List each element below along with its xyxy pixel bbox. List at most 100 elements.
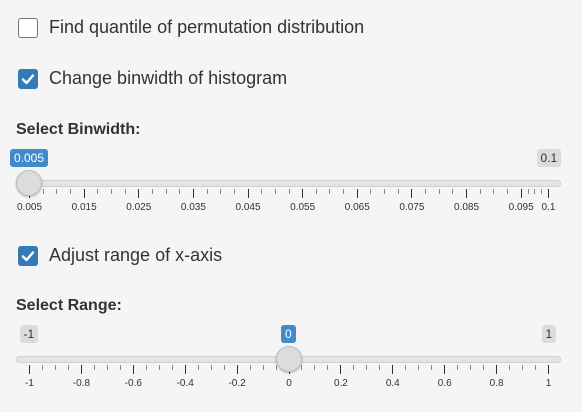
- binwidth-minor-tick: [397, 189, 399, 194]
- binwidth-minor-tick: [438, 189, 440, 194]
- binwidth-minor-tick: [165, 189, 167, 194]
- binwidth-tick-label: 0.025: [126, 202, 152, 213]
- range-minor-tick: [405, 365, 407, 370]
- range-slider-handle[interactable]: [275, 346, 302, 372]
- binwidth-checkbox[interactable]: [18, 68, 38, 89]
- binwidth-minor-tick: [124, 189, 126, 194]
- binwidth-minor-tick: [479, 189, 481, 194]
- range-minor-tick: [366, 365, 368, 370]
- range-minor-tick: [314, 365, 316, 370]
- binwidth-minor-tick: [425, 189, 427, 194]
- range-minor-tick: [197, 365, 199, 370]
- range-minor-tick: [93, 365, 95, 370]
- binwidth-minor-tick: [56, 189, 58, 194]
- binwidth-tick-label: 0.065: [344, 202, 370, 213]
- range-minor-tick: [158, 365, 160, 370]
- range-tick: [444, 365, 446, 374]
- binwidth-tick-label: 0.055: [290, 202, 316, 213]
- binwidth-tick-label: 0.1: [541, 202, 556, 213]
- range-minor-tick: [431, 365, 433, 370]
- range-minor-tick: [470, 365, 472, 370]
- range-minor-tick: [119, 365, 121, 370]
- quantile-checkbox-row[interactable]: Find quantile of permutation distributio…: [18, 17, 364, 38]
- binwidth-minor-tick: [370, 189, 372, 194]
- range-minor-tick: [171, 365, 173, 370]
- range-minor-tick: [509, 365, 511, 370]
- range-minor-tick: [483, 365, 485, 370]
- binwidth-minor-tick: [69, 189, 71, 194]
- binwidth-slider-track[interactable]: [16, 180, 561, 187]
- binwidth-minor-tick: [151, 189, 153, 194]
- binwidth-minor-tick: [541, 189, 543, 194]
- binwidth-minor-tick: [507, 189, 509, 194]
- range-tick-label: 0.6: [437, 378, 452, 389]
- binwidth-max-label: 0.1: [536, 149, 562, 167]
- binwidth-tick-label: 0.095: [508, 202, 534, 213]
- quantile-checkbox[interactable]: [18, 17, 38, 38]
- range-minor-tick: [145, 365, 147, 370]
- range-tick: [29, 365, 30, 374]
- binwidth-checkbox-row[interactable]: Change binwidth of histogram: [18, 68, 287, 89]
- range-minor-tick: [106, 365, 108, 370]
- range-minor-tick: [249, 365, 251, 370]
- binwidth-tick: [192, 189, 194, 198]
- range-tick-label: 0.8: [489, 378, 504, 389]
- binwidth-slider-handle[interactable]: [16, 170, 42, 196]
- range-minor-tick: [262, 365, 264, 370]
- range-tick: [184, 365, 186, 374]
- range-minor-tick: [210, 365, 212, 370]
- binwidth-tick: [411, 189, 413, 198]
- binwidth-slider-label: Select Binwidth:: [16, 121, 141, 138]
- binwidth-tick: [466, 189, 468, 198]
- range-minor-tick: [67, 365, 69, 370]
- binwidth-minor-tick: [97, 189, 99, 194]
- binwidth-minor-tick: [233, 189, 235, 194]
- binwidth-minor-tick: [206, 189, 208, 194]
- range-minor-tick: [418, 365, 420, 370]
- binwidth-minor-tick: [110, 189, 112, 194]
- xrange-checkbox-row[interactable]: Adjust range of x-axis: [18, 245, 222, 266]
- binwidth-tick-label: 0.035: [180, 202, 206, 213]
- range-tick-label: -1: [25, 378, 34, 389]
- binwidth-checkbox-label[interactable]: Change binwidth of histogram: [49, 68, 288, 88]
- range-tick-label: 0.2: [333, 378, 348, 389]
- binwidth-minor-tick: [343, 189, 345, 194]
- binwidth-minor-tick: [452, 189, 454, 194]
- binwidth-minor-tick: [288, 189, 290, 194]
- range-tick-label: -0.6: [124, 378, 142, 389]
- range-max-label: 1: [541, 325, 557, 343]
- binwidth-tick: [247, 189, 249, 198]
- binwidth-minor-tick: [42, 189, 44, 194]
- range-minor-tick: [457, 365, 459, 370]
- binwidth-minor-tick: [493, 189, 495, 194]
- range-tick-label: 0: [286, 378, 292, 389]
- xrange-checkbox[interactable]: [18, 245, 38, 266]
- range-minor-tick: [41, 365, 43, 370]
- range-tick: [236, 365, 238, 374]
- range-minor-tick: [522, 365, 524, 370]
- binwidth-tick: [83, 189, 85, 198]
- range-tick-label: -0.8: [72, 378, 91, 389]
- range-slider-label: Select Range:: [16, 297, 122, 314]
- binwidth-minor-tick: [527, 189, 529, 194]
- range-tick-label: 0.4: [385, 378, 400, 389]
- binwidth-tick-label: 0.075: [399, 202, 425, 213]
- range-tick: [80, 365, 82, 374]
- quantile-checkbox-label[interactable]: Find quantile of permutation distributio…: [49, 17, 365, 37]
- range-value-label: 0: [281, 325, 296, 343]
- range-minor-tick: [54, 365, 56, 370]
- binwidth-minor-tick: [534, 189, 536, 194]
- binwidth-tick: [356, 189, 358, 198]
- range-tick: [548, 365, 549, 374]
- binwidth-value-label: 0.005: [10, 149, 49, 167]
- binwidth-tick: [520, 189, 522, 198]
- binwidth-minor-tick: [179, 189, 181, 194]
- xrange-checkbox-label[interactable]: Adjust range of x-axis: [49, 245, 223, 265]
- range-tick: [392, 365, 394, 374]
- range-minor-tick: [535, 365, 537, 370]
- binwidth-minor-tick: [261, 189, 263, 194]
- binwidth-minor-tick: [274, 189, 276, 194]
- range-tick: [340, 365, 342, 374]
- binwidth-minor-tick: [220, 189, 222, 194]
- binwidth-tick-label: 0.085: [454, 202, 480, 213]
